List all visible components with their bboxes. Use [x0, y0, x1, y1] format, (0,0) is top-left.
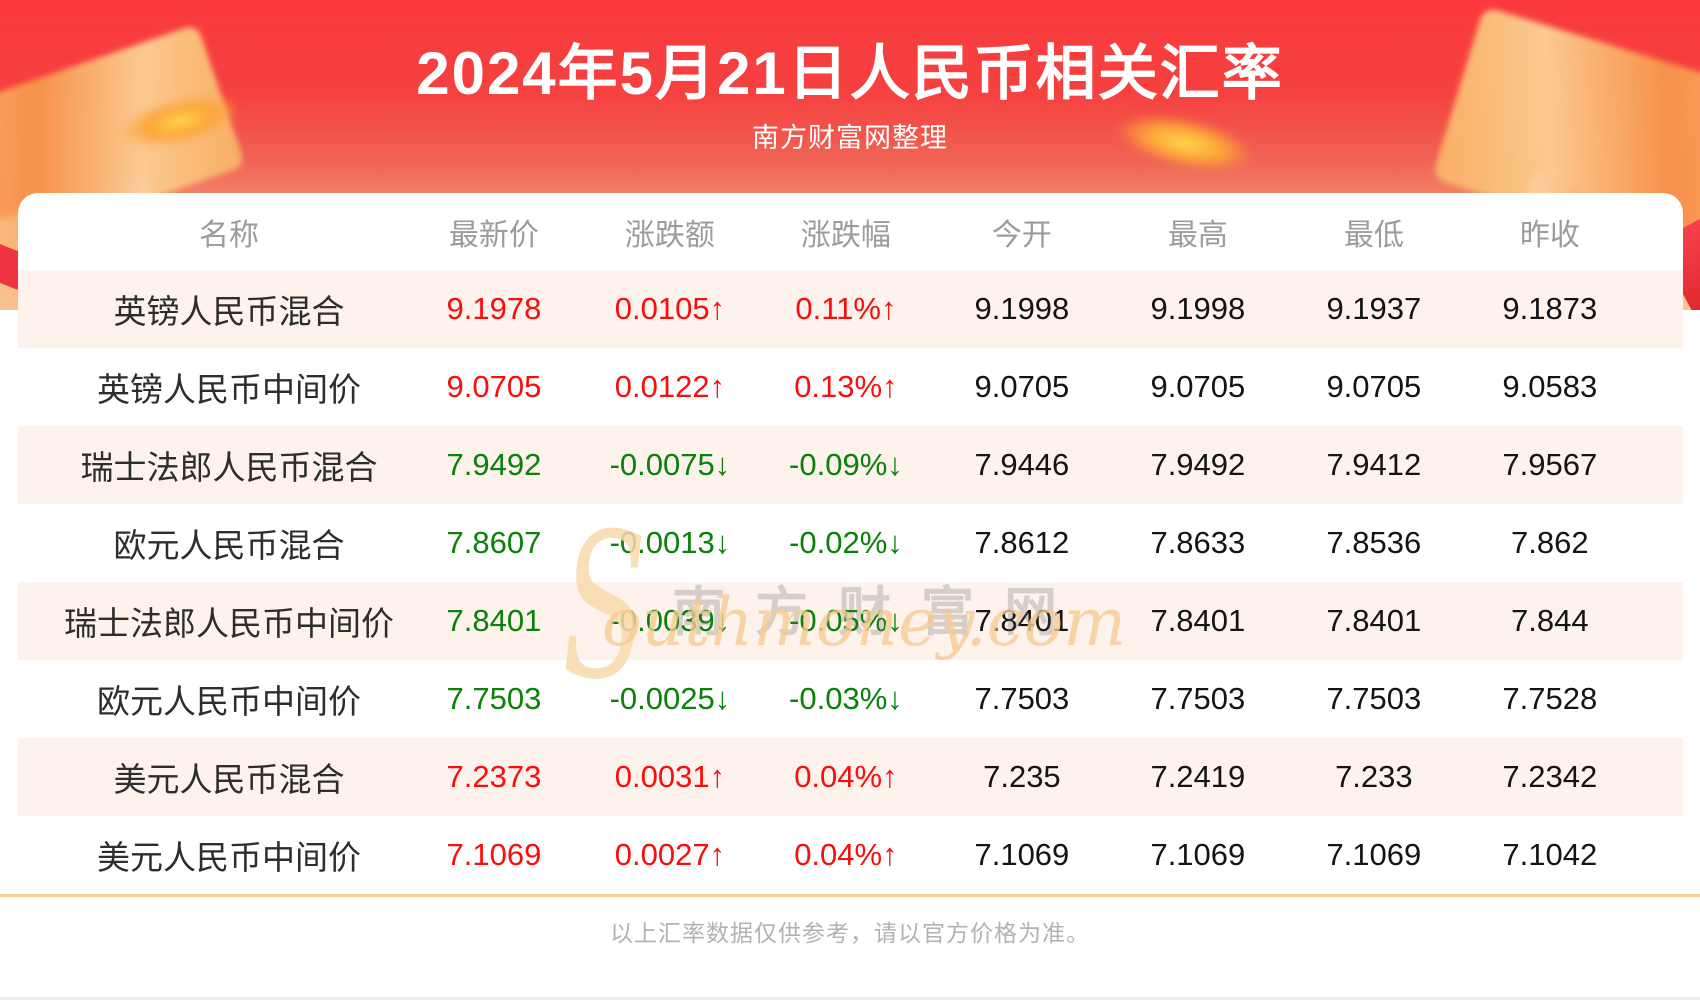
prev-close-price: 7.844	[1511, 603, 1589, 638]
change-amount: 0.0031↑	[614, 759, 726, 794]
low-price: 7.8536	[1326, 525, 1422, 560]
open-price: 7.7503	[974, 681, 1070, 716]
prev-close-price: 7.2342	[1502, 759, 1598, 794]
col-header-low: 最低	[1343, 218, 1404, 252]
table-row: 欧元人民币中间价 7.7503 -0.0025↓ -0.03%↓ 7.7503 …	[18, 660, 1683, 738]
currency-pair-name: 美元人民币中间价	[96, 839, 361, 876]
low-price: 9.0705	[1326, 369, 1422, 404]
open-price: 7.1069	[974, 837, 1070, 872]
change-percent: 0.04%↑	[794, 759, 898, 794]
open-price: 9.0705	[974, 369, 1070, 404]
currency-pair-name: 欧元人民币混合	[113, 527, 345, 564]
table-row: 英镑人民币中间价 9.0705 0.0122↑ 0.13%↑ 9.0705 9.…	[18, 348, 1683, 426]
change-amount: -0.0039↓	[609, 603, 731, 638]
change-amount: -0.0025↓	[609, 681, 731, 716]
col-header-open: 今开	[991, 218, 1052, 252]
spacer-cell	[1638, 270, 1683, 348]
bottom-edge-line	[0, 997, 1700, 1000]
change-amount: -0.0013↓	[609, 525, 731, 560]
table-row: 美元人民币中间价 7.1069 0.0027↑ 0.04%↑ 7.1069 7.…	[18, 816, 1683, 894]
currency-pair-name: 欧元人民币中间价	[96, 683, 361, 720]
change-percent: -0.05%↓	[789, 603, 903, 638]
high-price: 9.1998	[1150, 291, 1246, 326]
low-price: 7.1069	[1326, 837, 1422, 872]
change-amount: 0.0027↑	[614, 837, 726, 872]
latest-price: 7.8401	[446, 603, 542, 638]
latest-price: 7.7503	[446, 681, 542, 716]
change-percent: 0.04%↑	[794, 837, 898, 872]
open-price: 7.235	[983, 759, 1061, 794]
table-row: 欧元人民币混合 7.8607 -0.0013↓ -0.02%↓ 7.8612 7…	[18, 504, 1683, 582]
col-header-change-percent: 涨跌幅	[800, 218, 891, 252]
open-price: 7.9446	[974, 447, 1070, 482]
footer-disclaimer: 以上汇率数据仅供参考，请以官方价格为准。	[610, 920, 1090, 946]
low-price: 7.7503	[1326, 681, 1422, 716]
spacer-cell	[1638, 816, 1683, 894]
prev-close-price: 9.0583	[1502, 369, 1598, 404]
latest-price: 9.1978	[446, 291, 542, 326]
spacer-cell	[1638, 660, 1683, 738]
currency-pair-name: 美元人民币混合	[113, 761, 345, 798]
change-amount: 0.0105↑	[614, 291, 726, 326]
exchange-rates-table: 名称 最新价 涨跌额 涨跌幅 今开 最高 最低 昨收 英镑人民币混合 9.197…	[18, 193, 1683, 894]
change-amount: -0.0075↓	[609, 447, 731, 482]
change-percent: -0.09%↓	[789, 447, 903, 482]
currency-pair-name: 瑞士法郎人民币中间价	[63, 605, 394, 642]
table-row: 瑞士法郎人民币中间价 7.8401 -0.0039↓ -0.05%↓ 7.840…	[18, 582, 1683, 660]
open-price: 9.1998	[974, 291, 1070, 326]
open-price: 7.8612	[974, 525, 1070, 560]
prev-close-price: 7.7528	[1502, 681, 1598, 716]
change-percent: -0.02%↓	[789, 525, 903, 560]
col-header-change-amount: 涨跌额	[624, 218, 715, 252]
footer-divider	[0, 894, 1700, 897]
high-price: 7.8401	[1150, 603, 1246, 638]
low-price: 9.1937	[1326, 291, 1422, 326]
change-amount: 0.0122↑	[614, 369, 726, 404]
high-price: 7.8633	[1150, 525, 1246, 560]
col-header-latest-price: 最新价	[448, 218, 539, 252]
currency-pair-name: 英镑人民币混合	[113, 293, 345, 330]
prev-close-price: 9.1873	[1502, 291, 1598, 326]
currency-pair-name: 瑞士法郎人民币混合	[80, 449, 378, 486]
table-row: 瑞士法郎人民币混合 7.9492 -0.0075↓ -0.09%↓ 7.9446…	[18, 426, 1683, 504]
open-price: 7.8401	[974, 603, 1070, 638]
table-header-row: 名称 最新价 涨跌额 涨跌幅 今开 最高 最低 昨收	[18, 193, 1683, 270]
latest-price: 7.2373	[446, 759, 542, 794]
table-row: 美元人民币混合 7.2373 0.0031↑ 0.04%↑ 7.235 7.24…	[18, 738, 1683, 816]
col-header-name: 名称	[198, 218, 259, 252]
change-percent: 0.13%↑	[794, 369, 898, 404]
table-row: 英镑人民币混合 9.1978 0.0105↑ 0.11%↑ 9.1998 9.1…	[18, 270, 1683, 348]
latest-price: 7.8607	[446, 525, 542, 560]
col-header-high: 最高	[1167, 218, 1228, 252]
latest-price: 7.9492	[446, 447, 542, 482]
low-price: 7.233	[1335, 759, 1413, 794]
page-title: 2024年5月21日人民币相关汇率	[416, 40, 1284, 107]
prev-close-price: 7.1042	[1502, 837, 1598, 872]
rates-table-card: 名称 最新价 涨跌额 涨跌幅 今开 最高 最低 昨收 英镑人民币混合 9.197…	[18, 193, 1683, 894]
prev-close-price: 7.862	[1511, 525, 1589, 560]
col-header-prev-close: 昨收	[1519, 218, 1580, 252]
currency-pair-name: 英镑人民币中间价	[96, 371, 361, 408]
page-subtitle: 南方财富网整理	[752, 123, 948, 153]
high-price: 7.1069	[1150, 837, 1246, 872]
latest-price: 9.0705	[446, 369, 542, 404]
high-price: 9.0705	[1150, 369, 1246, 404]
spacer-cell	[1638, 582, 1683, 660]
change-percent: 0.11%↑	[795, 291, 897, 326]
low-price: 7.9412	[1326, 447, 1422, 482]
spacer-cell	[1638, 504, 1683, 582]
spacer-cell	[1638, 426, 1683, 504]
high-price: 7.2419	[1150, 759, 1246, 794]
high-price: 7.9492	[1150, 447, 1246, 482]
change-percent: -0.03%↓	[789, 681, 903, 716]
spacer-cell	[1638, 348, 1683, 426]
spacer-cell	[1638, 738, 1683, 816]
latest-price: 7.1069	[446, 837, 542, 872]
low-price: 7.8401	[1326, 603, 1422, 638]
prev-close-price: 7.9567	[1502, 447, 1598, 482]
high-price: 7.7503	[1150, 681, 1246, 716]
spacer-cell	[1638, 193, 1683, 270]
